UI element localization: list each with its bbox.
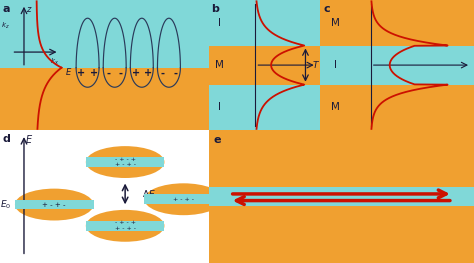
Text: -: - bbox=[173, 68, 177, 78]
Text: $k_x$: $k_x$ bbox=[50, 57, 59, 68]
Text: d: d bbox=[2, 134, 10, 144]
Ellipse shape bbox=[86, 210, 164, 242]
Text: I: I bbox=[218, 102, 221, 112]
Text: E: E bbox=[66, 68, 71, 77]
Bar bbox=[209, 187, 474, 206]
Text: b: b bbox=[211, 4, 219, 14]
Text: - + - +: - + - + bbox=[115, 220, 136, 225]
Bar bbox=[86, 157, 164, 167]
Text: +: + bbox=[77, 68, 85, 78]
Text: -: - bbox=[107, 68, 110, 78]
Bar bbox=[320, 85, 474, 130]
Text: + - + -: + - + - bbox=[115, 163, 136, 168]
Text: $\Delta E$: $\Delta E$ bbox=[142, 188, 155, 199]
Ellipse shape bbox=[86, 146, 164, 178]
Text: +: + bbox=[144, 68, 152, 78]
Text: e: e bbox=[214, 135, 221, 145]
Bar bbox=[86, 221, 164, 231]
Text: $E_0$: $E_0$ bbox=[0, 198, 11, 211]
Text: -: - bbox=[161, 68, 164, 78]
Text: I: I bbox=[334, 60, 337, 70]
Bar bbox=[320, 45, 474, 85]
Text: $k_z$: $k_z$ bbox=[1, 21, 10, 31]
Text: z: z bbox=[26, 5, 30, 14]
Text: - + - +: - + - + bbox=[115, 157, 136, 162]
Text: a: a bbox=[2, 4, 10, 14]
Ellipse shape bbox=[15, 189, 93, 220]
Bar bbox=[144, 194, 223, 204]
Text: + - + -: + - + - bbox=[115, 226, 136, 231]
Bar bbox=[15, 200, 93, 209]
Text: M: M bbox=[331, 18, 340, 28]
Text: I: I bbox=[218, 18, 221, 28]
Text: + - + -: + - + - bbox=[43, 201, 66, 208]
Bar bbox=[209, 85, 320, 130]
Text: M: M bbox=[215, 60, 224, 70]
Text: +: + bbox=[90, 68, 98, 78]
Text: E: E bbox=[26, 135, 32, 145]
Text: +: + bbox=[131, 68, 140, 78]
Text: -: - bbox=[119, 68, 123, 78]
Bar bbox=[209, 0, 320, 45]
Text: T: T bbox=[312, 60, 318, 70]
Text: c: c bbox=[323, 4, 329, 14]
Text: + - + -: + - + - bbox=[173, 197, 194, 202]
Bar bbox=[0, 68, 209, 130]
Ellipse shape bbox=[144, 183, 223, 215]
Bar bbox=[209, 45, 320, 85]
Bar bbox=[320, 0, 474, 45]
Bar bbox=[0, 0, 209, 68]
Text: M: M bbox=[331, 102, 340, 112]
